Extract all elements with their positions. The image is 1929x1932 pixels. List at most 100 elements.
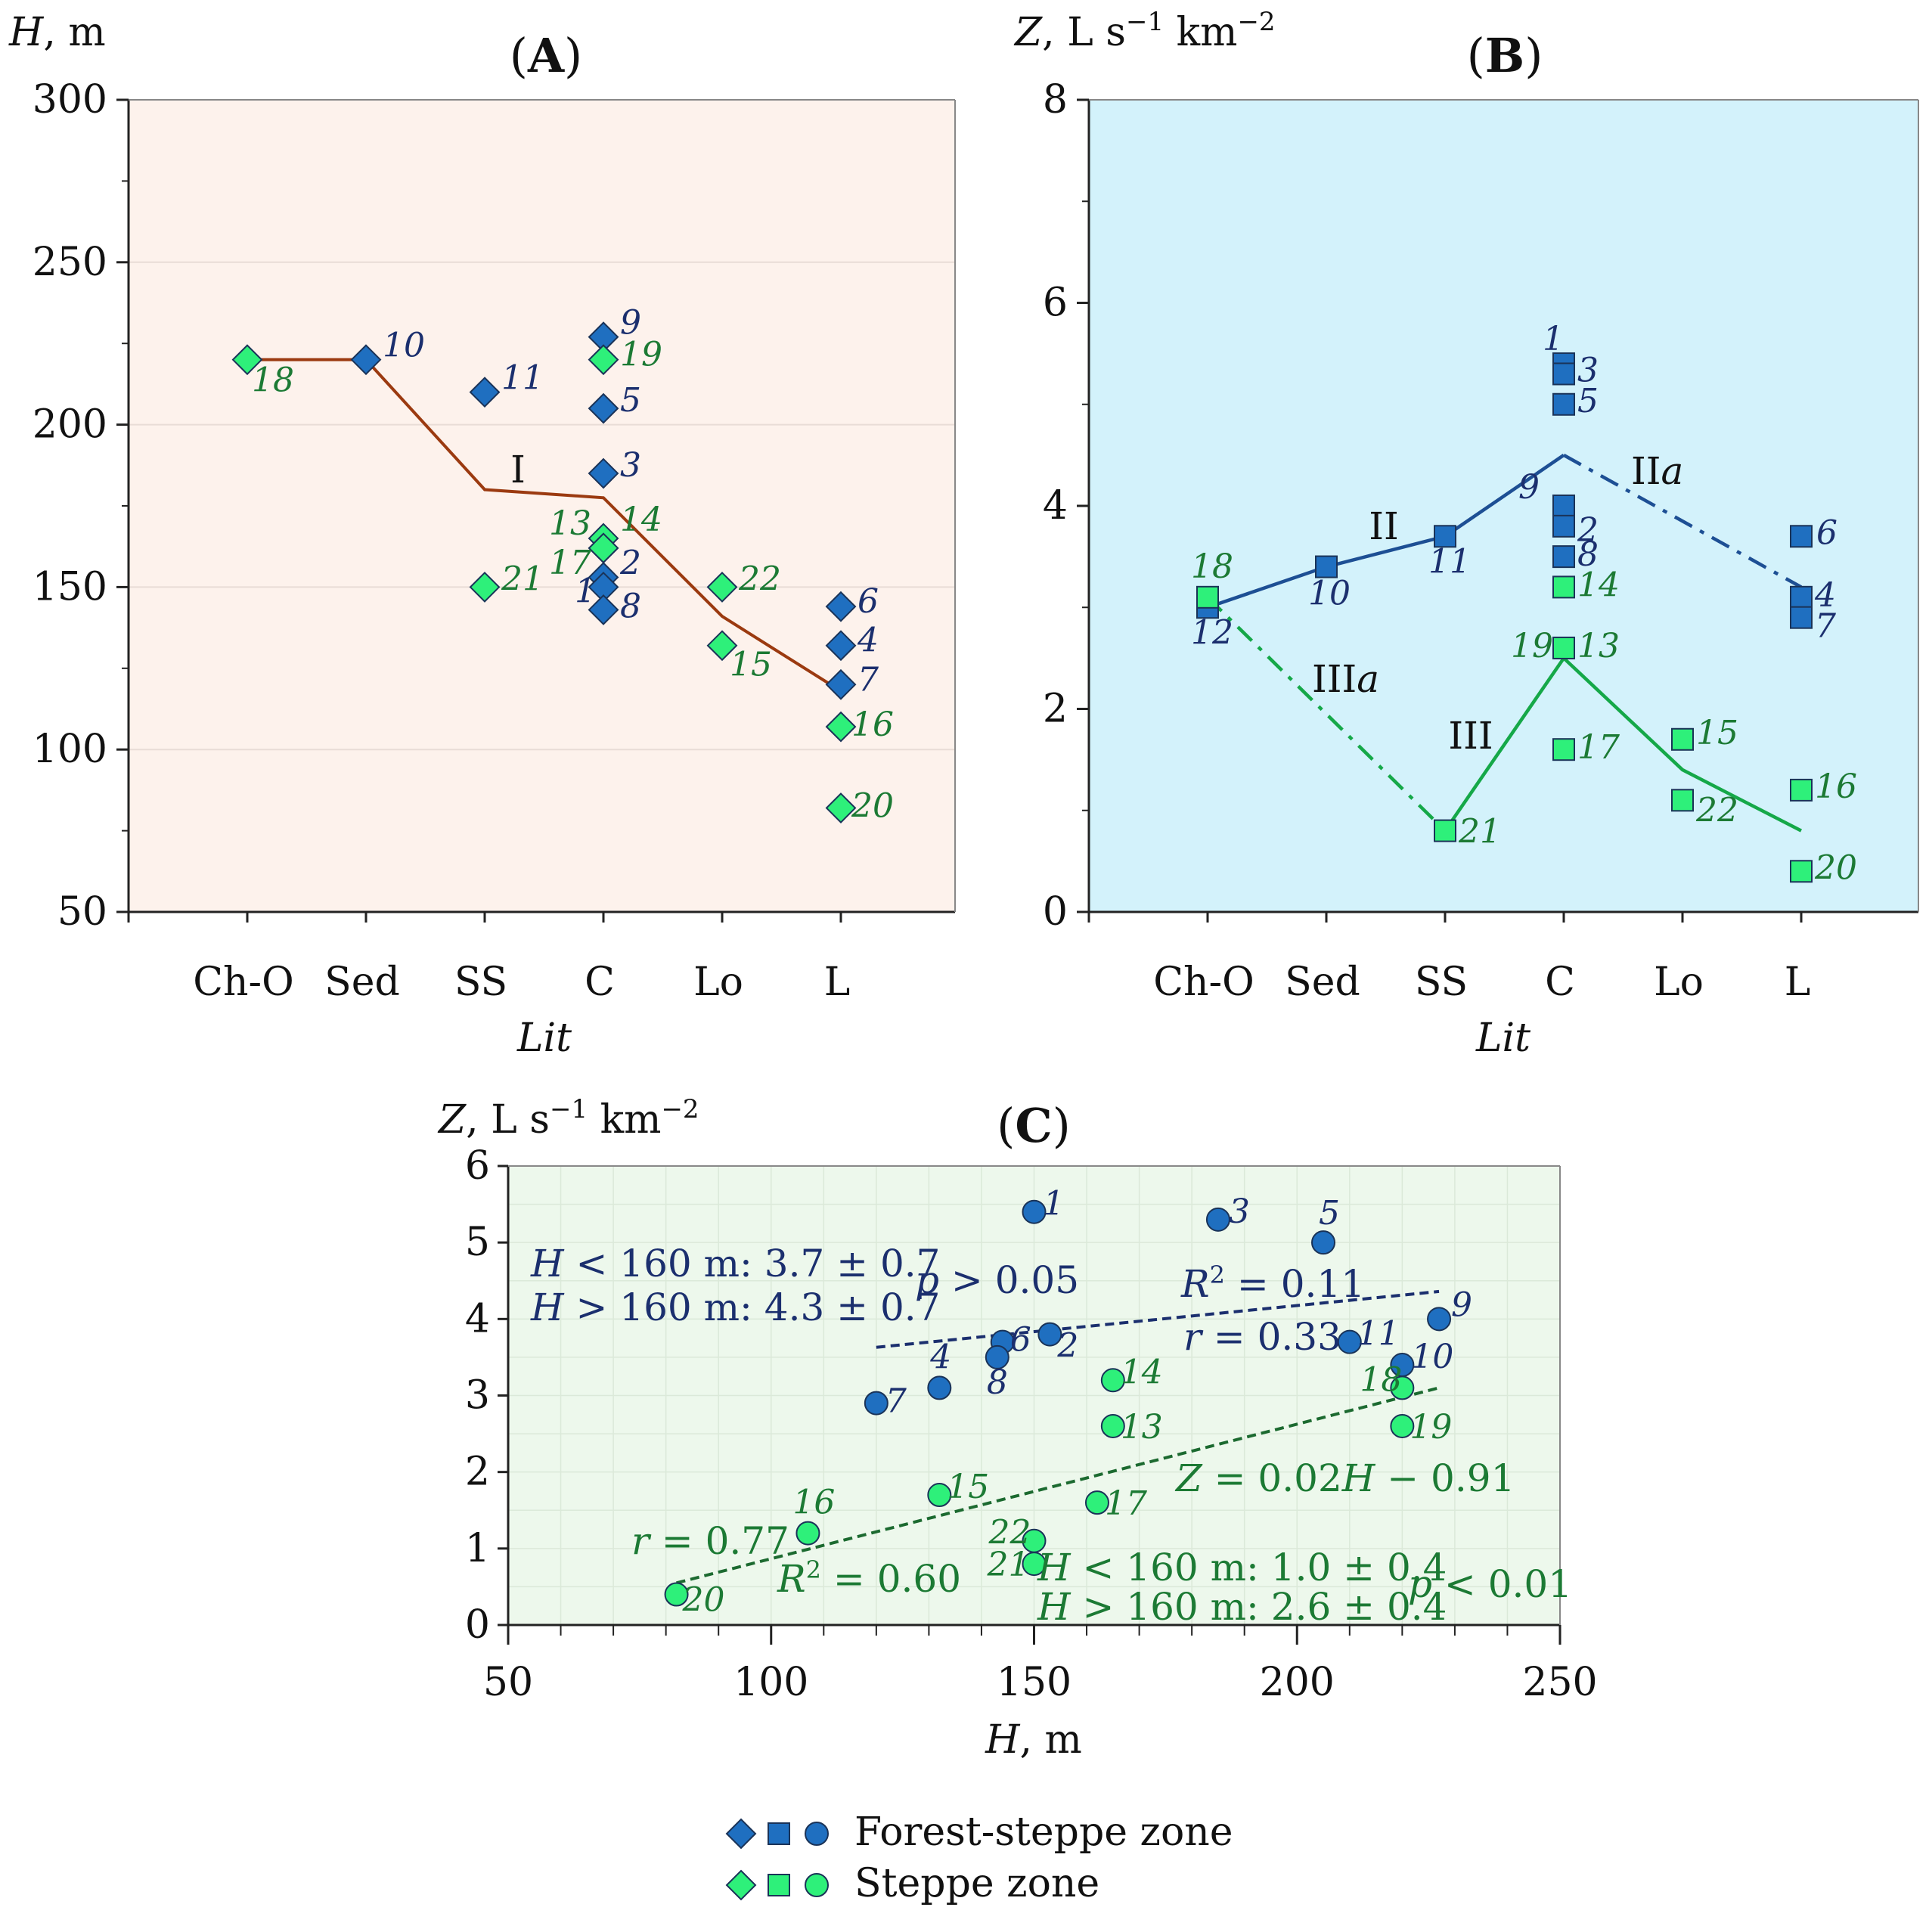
b-point-19: [1552, 636, 1575, 659]
b-point-5: [1552, 392, 1575, 416]
b-x-tick-label: L: [1785, 960, 1811, 1005]
b-point-label: 1: [1543, 320, 1564, 358]
a-y-tick-label: 50: [57, 889, 107, 935]
steppe-r2: R2 = 0.60: [777, 1555, 961, 1601]
c-trendline-steppe: [676, 1386, 1440, 1585]
legend-steppe-label: Steppe zone: [854, 1861, 1099, 1906]
panel-b-y-axis-title: Z, L s−1 km−2: [1013, 7, 1276, 55]
a-line-I: [247, 358, 842, 693]
b-point-21: [1434, 819, 1456, 842]
c-point-label: 9: [1451, 1285, 1472, 1324]
a-point-label: 10: [383, 327, 425, 365]
b-y-tick-label: 8: [1043, 77, 1068, 122]
b-x-tick-label: Sed: [1285, 960, 1360, 1005]
panel-b-y-ticks: 0 2 4 6 8: [1043, 77, 1089, 935]
b-point-20: [1790, 860, 1813, 883]
a-point-7: [825, 668, 857, 700]
c-point-15: [927, 1483, 952, 1508]
a-point-19: [588, 344, 619, 376]
a-point-15: [706, 630, 738, 662]
a-point-label: 13: [549, 504, 591, 543]
c-x-tick-label: 50: [483, 1660, 533, 1705]
panel-c-x-ticks: 50 100 150 200 250: [483, 1625, 1598, 1705]
a-point-5: [588, 392, 619, 424]
panel-a-y-ticks: 50 100 150 200 250 300: [33, 77, 129, 935]
panel-c-y-ticks: 0 1 2 3 4 5 6: [465, 1143, 508, 1648]
b-point-label: 21: [1458, 813, 1501, 851]
a-point-label: 17: [549, 544, 591, 582]
legend-markers: [725, 1818, 829, 1901]
c-point-18: [1390, 1375, 1415, 1400]
b-point-10: [1315, 555, 1338, 578]
a-point-20: [825, 792, 857, 823]
panel-b-title: (B): [1467, 28, 1543, 83]
a-point-16: [825, 711, 857, 743]
c-point-label: 2: [1056, 1327, 1078, 1366]
c-point-label: 1: [1044, 1185, 1065, 1223]
c-x-tick-label: 200: [1260, 1660, 1335, 1705]
legend-forest-circle: [805, 1822, 829, 1846]
c-point-16: [795, 1521, 820, 1546]
c-point-label: 3: [1229, 1192, 1250, 1231]
panel-c-y-axis-title: Z, L s−1 km−2: [437, 1094, 699, 1143]
panel-c-trendlines: [676, 1289, 1440, 1585]
b-point-label: 2: [1577, 511, 1599, 550]
c-point-7: [864, 1391, 889, 1416]
a-point-18: [231, 344, 263, 376]
b-point-6: [1790, 525, 1813, 548]
c-y-tick-label: 4: [465, 1296, 490, 1341]
a-point-11: [469, 377, 501, 408]
a-point-8: [588, 594, 619, 625]
c-x-tick-label: 250: [1522, 1660, 1597, 1705]
a-point-17: [588, 532, 619, 564]
c-point-label: 11: [1357, 1315, 1400, 1354]
a-x-tick-label: Sed: [324, 960, 400, 1005]
a-point-label: 7: [858, 660, 879, 699]
a-point-4: [825, 630, 857, 662]
a-point-label: 11: [501, 359, 544, 398]
c-x-tick-label: 150: [997, 1660, 1071, 1705]
c-point-label: 5: [1319, 1194, 1340, 1233]
c-point-label: 20: [682, 1581, 725, 1620]
a-point-label: 14: [620, 501, 662, 539]
b-x-tick-label: C: [1545, 960, 1575, 1005]
a-point-10: [350, 344, 382, 376]
c-point-label: 7: [885, 1382, 907, 1421]
legend-forest-label: Forest-steppe zone: [854, 1810, 1233, 1855]
b-point-label: 15: [1696, 714, 1738, 752]
a-x-tick-label: Lo: [693, 960, 743, 1005]
b-point-label: 19: [1511, 627, 1553, 665]
c-trendline-forest: [876, 1289, 1440, 1349]
c-point-label: 22: [988, 1514, 1031, 1552]
c-y-tick-label: 2: [465, 1450, 490, 1495]
c-point-2: [1037, 1322, 1062, 1347]
b-point-label: 20: [1814, 848, 1857, 887]
c-point-8: [985, 1344, 1009, 1369]
b-point-label: 4: [1814, 576, 1836, 615]
b-point-label: 12: [1191, 613, 1233, 652]
a-point-label: 9: [620, 304, 641, 343]
c-point-label: 14: [1121, 1353, 1163, 1391]
b-point-7: [1790, 606, 1813, 629]
c-point-3: [1205, 1207, 1230, 1232]
panel-b-line-label-ii: II: [1369, 504, 1399, 548]
a-point-label: 16: [851, 706, 894, 744]
c-point-label: 4: [929, 1338, 951, 1376]
c-point-11: [1337, 1329, 1362, 1354]
c-y-tick-label: 0: [465, 1602, 490, 1648]
panel-a-title: (A): [510, 28, 583, 83]
b-point-label: 10: [1308, 575, 1351, 613]
c-y-tick-label: 6: [465, 1143, 490, 1189]
legend-forest-diamond: [725, 1818, 757, 1850]
b-x-tick-label: Ch-O: [1153, 960, 1254, 1005]
b-point-label: 14: [1577, 566, 1620, 604]
c-y-tick-label: 1: [465, 1526, 490, 1571]
b-point-label: 5: [1577, 382, 1599, 420]
panel-c-steppe-annotations: Z = 0.02H − 0.91 r = 0.77 R2 = 0.60 H < …: [631, 1456, 1572, 1629]
panel-a-y-axis-title: H, m: [8, 10, 106, 55]
